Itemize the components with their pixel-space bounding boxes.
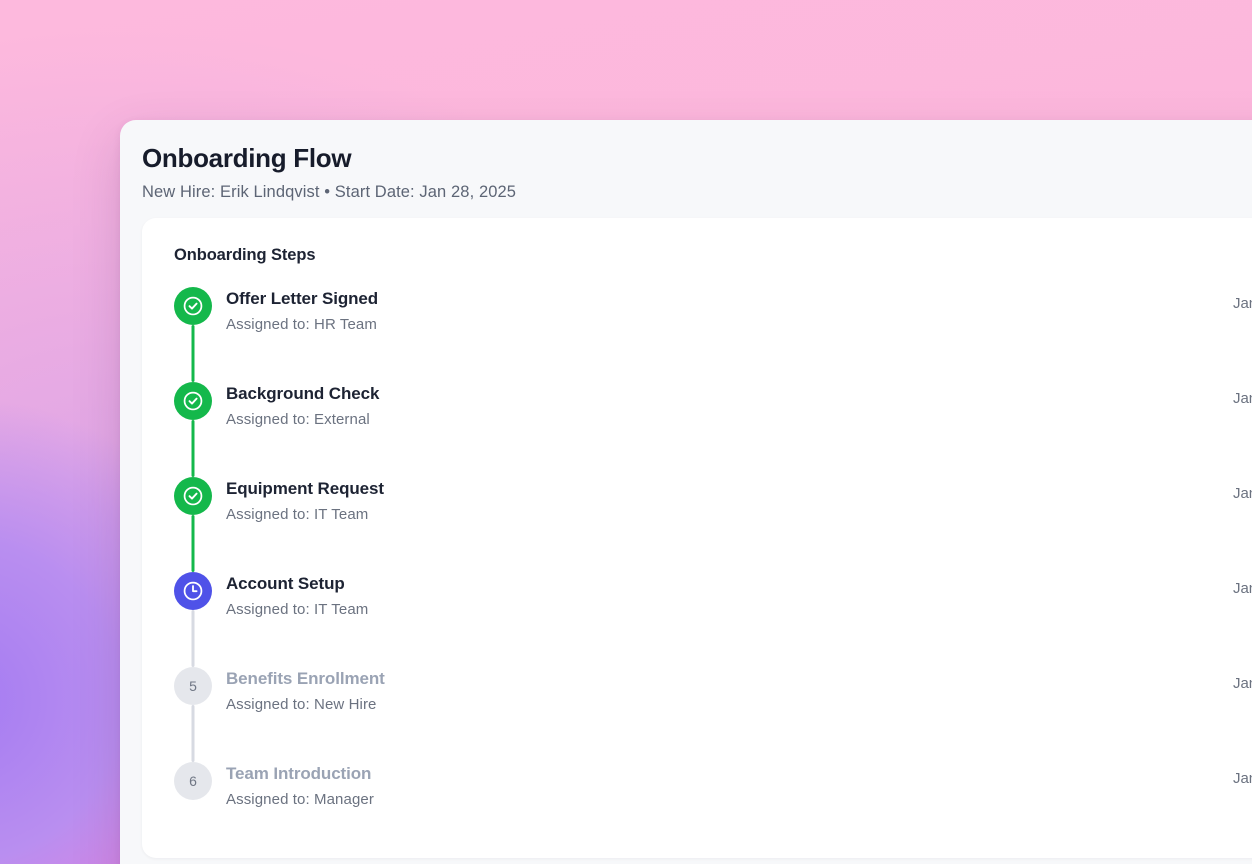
step-date: Jan 18 — [1232, 389, 1252, 407]
step-connector-line — [191, 704, 195, 762]
step-status-marker[interactable]: 5 — [174, 666, 212, 705]
step-connector-line — [191, 514, 195, 572]
step-assignee: Assigned to: Manager — [226, 790, 374, 808]
step-marker-column — [174, 571, 212, 667]
step-marker-column — [174, 286, 212, 382]
step-assignee: Assigned to: IT Team — [226, 505, 369, 523]
step-status-marker[interactable]: 6 — [174, 761, 212, 800]
step-body: Offer Letter Signed Assigned to: HR Team — [212, 287, 1233, 333]
step-title: Background Check — [226, 383, 380, 403]
step-title: Team Introduction — [226, 763, 372, 783]
step-title: Account Setup — [226, 573, 345, 593]
clock-icon — [182, 580, 204, 602]
step-assignee: Assigned to: New Hire — [226, 695, 377, 713]
step-number-label: 6 — [189, 772, 197, 789]
card-header: Onboarding Flow New Hire: Erik Lindqvist… — [120, 120, 1252, 218]
step-row[interactable]: 5 Benefits Enrollment Assigned to: New Hir… — [174, 666, 1252, 762]
step-assignee: Assigned to: External — [226, 410, 370, 428]
step-marker-column: 5 — [174, 666, 212, 762]
step-body: Team Introduction Assigned to: Manager — [212, 762, 1233, 808]
steps-panel: Onboarding Steps Offer Letter Signed Assi… — [142, 217, 1252, 858]
step-row[interactable]: 6 Team Introduction Assigned to: Manager Ja… — [174, 761, 1252, 822]
steps-list: Offer Letter Signed Assigned to: HR Team J… — [174, 286, 1252, 822]
step-body: Benefits Enrollment Assigned to: New Hire — [212, 667, 1233, 713]
step-status-marker[interactable] — [174, 571, 212, 610]
step-title: Equipment Request — [226, 478, 384, 498]
onboarding-card: Onboarding Flow New Hire: Erik Lindqvist… — [120, 120, 1252, 864]
step-date: Jan 15 — [1232, 294, 1252, 312]
check-circle-icon — [182, 295, 204, 317]
step-number-label: 5 — [189, 677, 197, 694]
step-body: Background Check Assigned to: External — [212, 382, 1233, 428]
step-date: Jan 22 — [1232, 579, 1252, 597]
step-assignee: Assigned to: HR Team — [226, 315, 377, 333]
step-connector-line — [191, 324, 195, 382]
step-status-marker[interactable] — [174, 381, 212, 420]
step-status-marker[interactable] — [174, 476, 212, 515]
step-marker-column: 6 — [174, 761, 212, 800]
step-title: Offer Letter Signed — [226, 288, 379, 308]
step-title: Benefits Enrollment — [226, 668, 385, 688]
step-date: Jan 28 — [1232, 769, 1252, 787]
step-assignee: Assigned to: IT Team — [226, 600, 369, 618]
step-connector-line — [191, 419, 195, 477]
step-connector-line — [191, 609, 195, 667]
step-marker-column — [174, 381, 212, 477]
step-row[interactable]: Account Setup Assigned to: IT Team Jan 22 — [174, 571, 1252, 667]
step-date: Jan 25 — [1232, 674, 1252, 692]
step-date: Jan 20 — [1232, 484, 1252, 502]
step-row[interactable]: Equipment Request Assigned to: IT Team Jan… — [174, 476, 1252, 572]
step-body: Account Setup Assigned to: IT Team — [212, 572, 1233, 618]
step-row[interactable]: Offer Letter Signed Assigned to: HR Team J… — [174, 286, 1252, 382]
check-circle-icon — [182, 390, 204, 412]
page-subtitle: New Hire: Erik Lindqvist • Start Date: J… — [142, 182, 517, 201]
step-marker-column — [174, 476, 212, 572]
step-body: Equipment Request Assigned to: IT Team — [212, 477, 1233, 523]
step-row[interactable]: Background Check Assigned to: External Jan… — [174, 381, 1252, 477]
steps-panel-title: Onboarding Steps — [174, 245, 316, 264]
page-title: Onboarding Flow — [142, 143, 352, 173]
check-circle-icon — [182, 485, 204, 507]
step-status-marker[interactable] — [174, 286, 212, 325]
